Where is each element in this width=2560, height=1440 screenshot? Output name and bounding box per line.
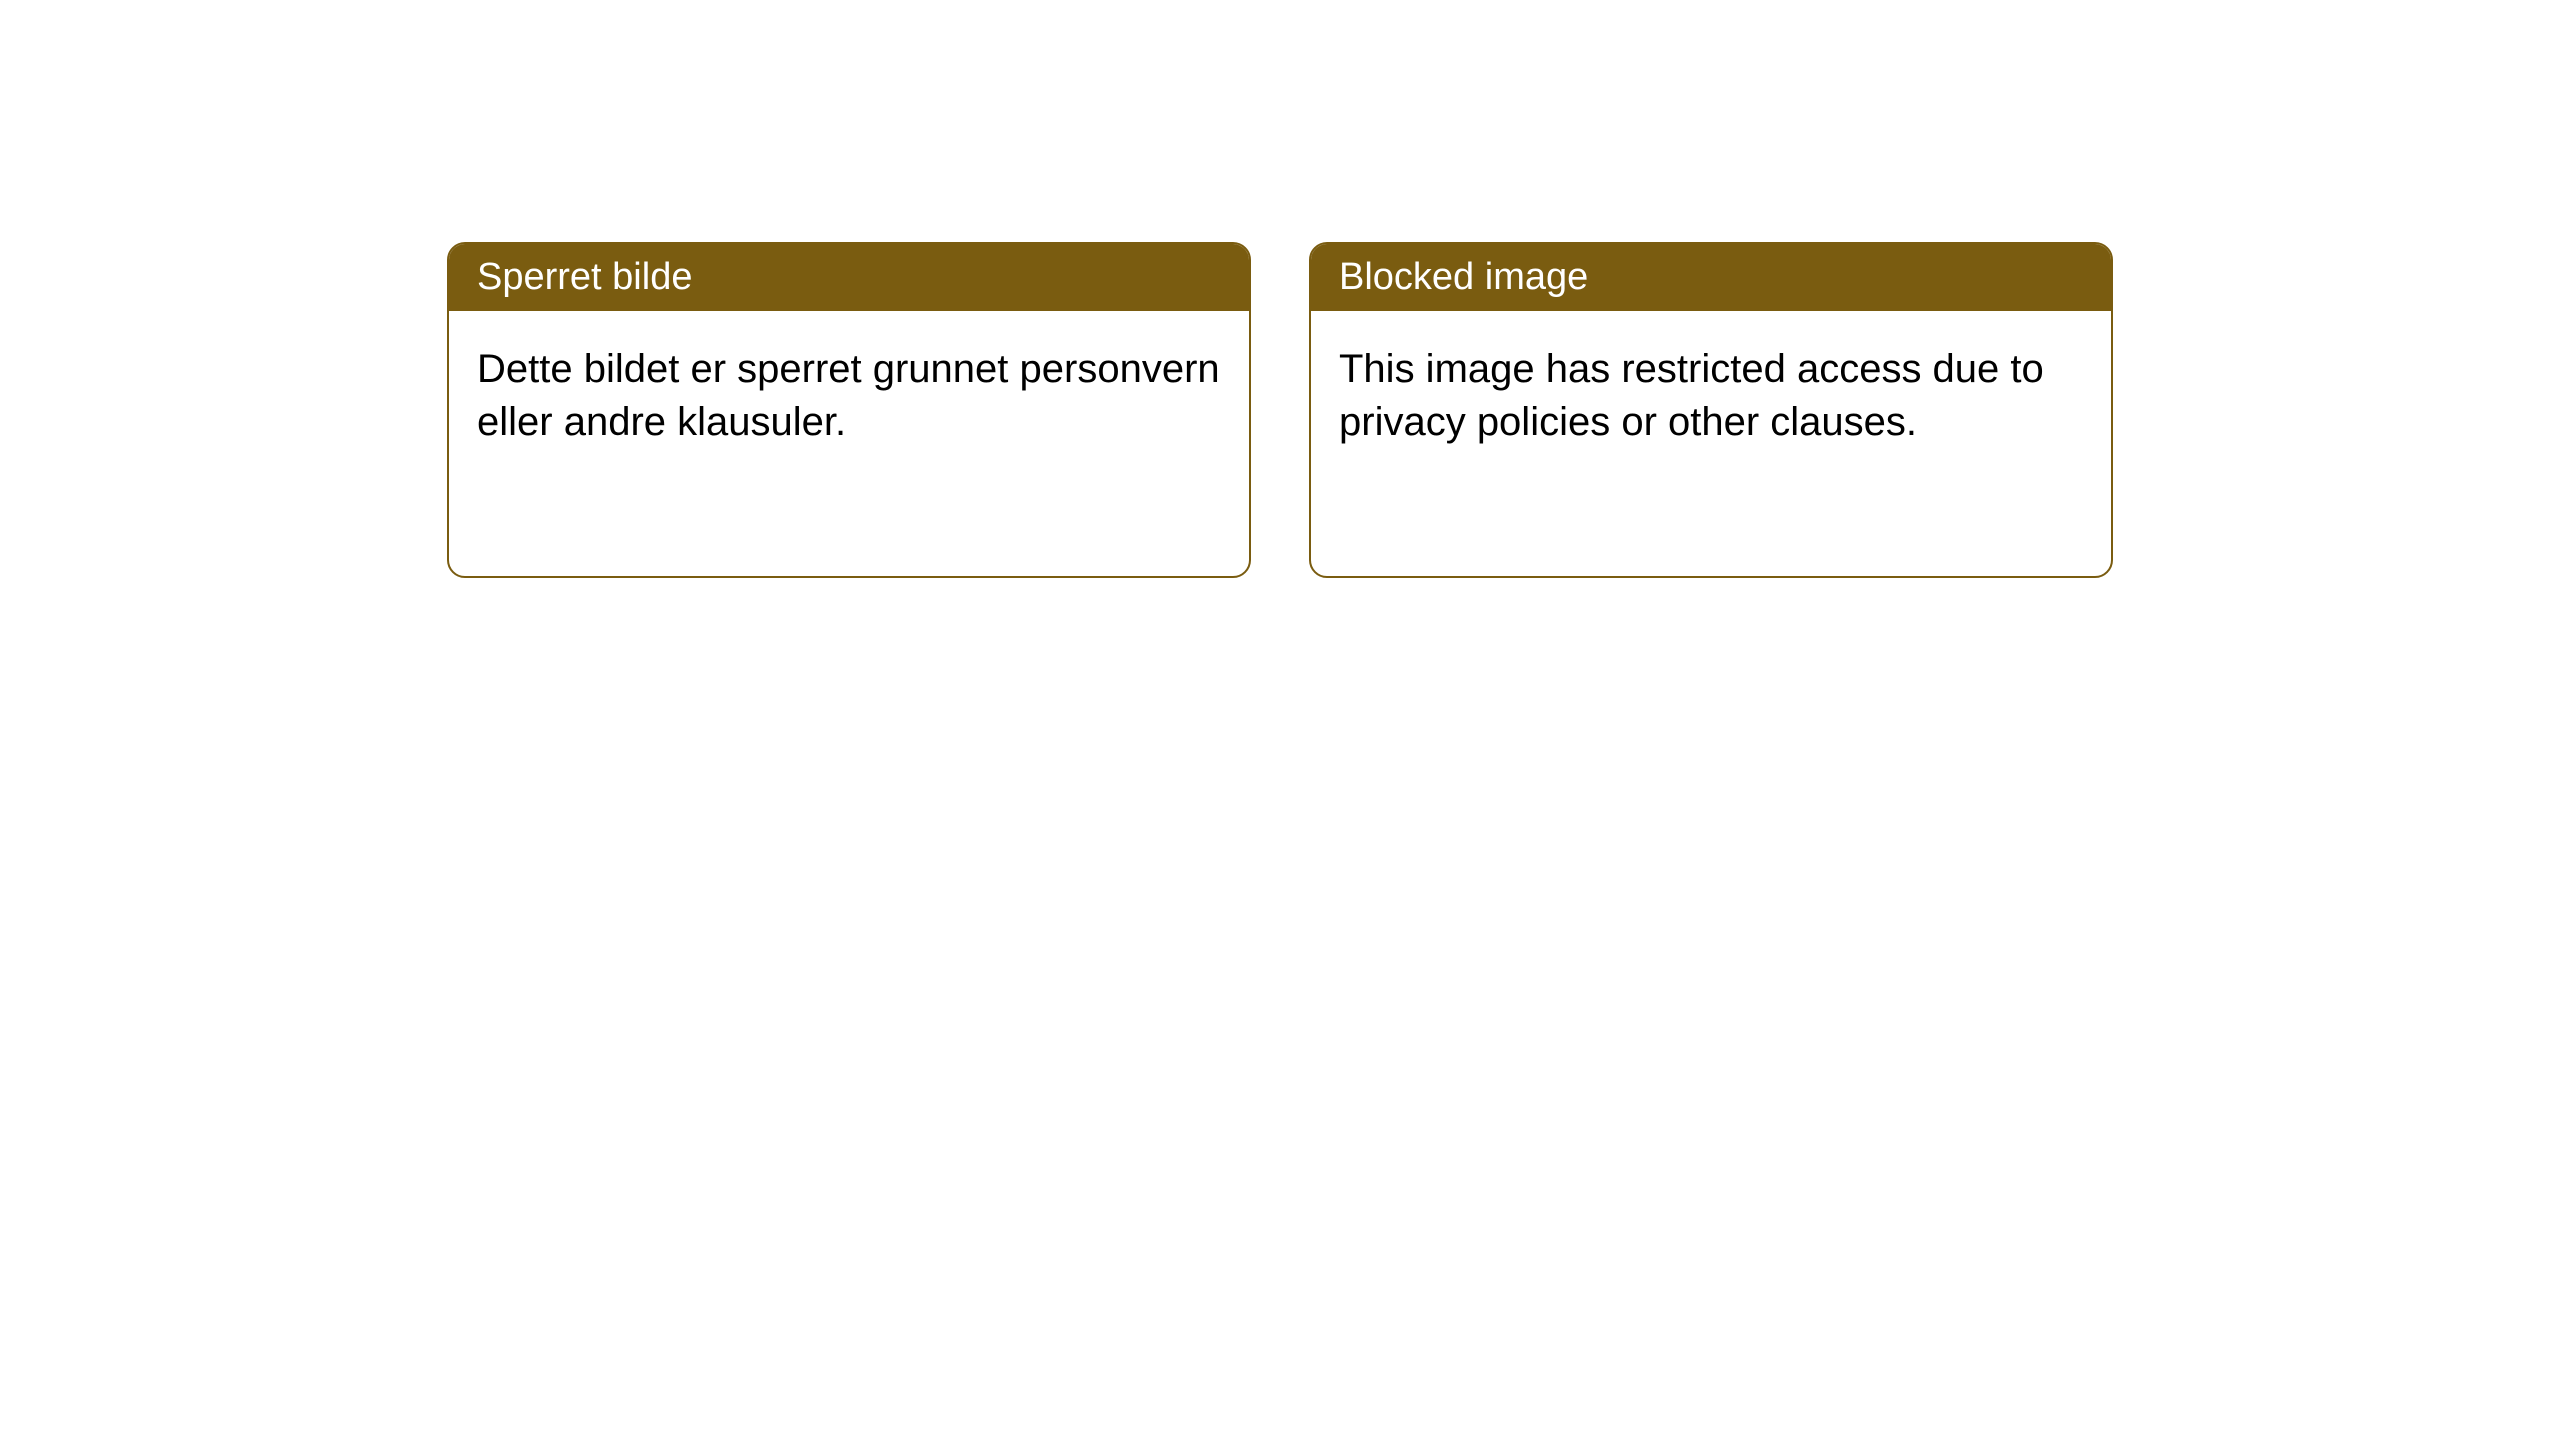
notice-card-body: Dette bildet er sperret grunnet personve… <box>449 311 1249 481</box>
notice-cards-container: Sperret bilde Dette bildet er sperret gr… <box>0 0 2560 578</box>
notice-card-norwegian: Sperret bilde Dette bildet er sperret gr… <box>447 242 1251 578</box>
notice-card-title: Sperret bilde <box>449 244 1249 311</box>
notice-card-body: This image has restricted access due to … <box>1311 311 2111 481</box>
notice-card-english: Blocked image This image has restricted … <box>1309 242 2113 578</box>
notice-card-title: Blocked image <box>1311 244 2111 311</box>
